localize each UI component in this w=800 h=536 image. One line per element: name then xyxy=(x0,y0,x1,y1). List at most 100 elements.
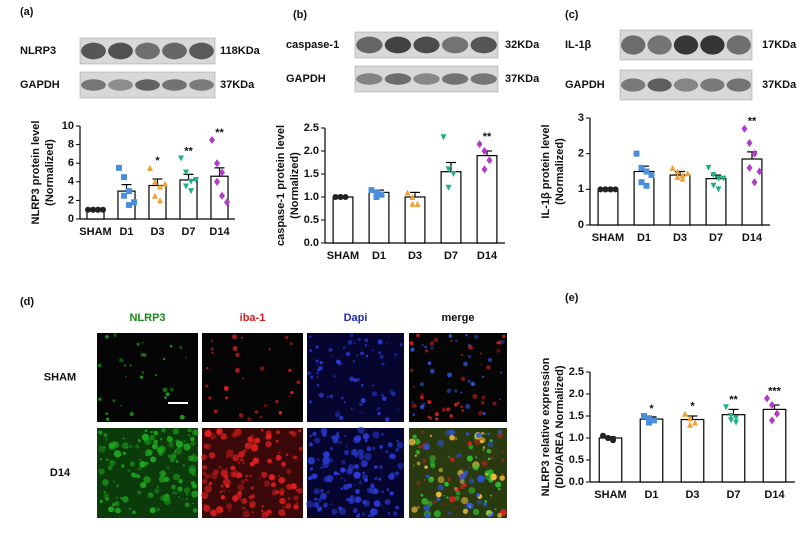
cell xyxy=(290,483,297,490)
y-tick-label: 1.5 xyxy=(304,168,319,180)
data-point xyxy=(178,155,184,162)
cell xyxy=(429,341,435,346)
significance: ** xyxy=(748,116,757,128)
cell xyxy=(275,439,279,443)
cell xyxy=(272,488,278,495)
data-point xyxy=(481,165,488,174)
cell xyxy=(293,504,299,510)
cell xyxy=(139,375,144,379)
cell xyxy=(429,434,432,437)
cell xyxy=(487,441,494,448)
bar xyxy=(210,175,229,220)
cell xyxy=(162,387,168,393)
cell xyxy=(234,368,240,373)
cell xyxy=(259,415,263,419)
blot-band xyxy=(108,79,133,91)
cell xyxy=(222,478,231,487)
cell xyxy=(480,363,483,366)
cell xyxy=(390,391,396,397)
cell xyxy=(486,448,492,454)
data-point xyxy=(728,417,734,424)
cell xyxy=(278,509,286,516)
cell xyxy=(293,495,299,501)
cell xyxy=(497,512,503,518)
cell xyxy=(120,496,123,500)
cell xyxy=(479,439,484,444)
cell xyxy=(409,341,414,346)
cell xyxy=(351,449,358,456)
cell xyxy=(343,483,350,491)
cell xyxy=(426,441,429,444)
data-point xyxy=(679,172,686,179)
cell xyxy=(412,413,416,416)
cell xyxy=(98,397,102,401)
blot-name: caspase-1 xyxy=(286,39,339,51)
cell xyxy=(455,339,458,342)
cell xyxy=(470,381,476,387)
cell xyxy=(362,512,365,516)
data-point xyxy=(764,394,770,403)
cell xyxy=(211,510,218,517)
cell xyxy=(247,436,254,443)
x-tick-label: D14 xyxy=(477,250,498,262)
cell xyxy=(360,459,368,467)
blot-band xyxy=(162,42,187,60)
cell xyxy=(437,439,444,447)
cell xyxy=(204,430,212,438)
data-point xyxy=(209,135,215,144)
cell xyxy=(477,475,485,483)
cell xyxy=(160,438,163,441)
x-tick-label: D7 xyxy=(181,226,195,238)
blot-band xyxy=(413,73,440,85)
data-point xyxy=(769,416,775,425)
cell xyxy=(355,513,361,519)
cell xyxy=(251,434,254,437)
cell xyxy=(237,484,245,491)
data-point xyxy=(674,173,681,180)
micrograph-bg xyxy=(97,333,198,422)
cell xyxy=(309,335,312,339)
cell xyxy=(449,434,455,441)
cell xyxy=(173,473,181,481)
cell xyxy=(327,457,333,464)
cell xyxy=(161,428,166,433)
data-point xyxy=(643,168,650,175)
cell xyxy=(139,461,146,468)
cell xyxy=(175,492,178,495)
cell xyxy=(103,433,108,437)
cell xyxy=(483,432,486,435)
cell xyxy=(276,430,281,435)
cell xyxy=(340,487,343,490)
data-point xyxy=(183,169,189,176)
cell xyxy=(372,488,379,495)
bar xyxy=(440,171,462,244)
x-tick-label: D1 xyxy=(637,232,651,244)
cell xyxy=(103,493,109,499)
data-point xyxy=(638,164,645,171)
cell xyxy=(263,480,271,488)
cell xyxy=(156,508,160,511)
cell xyxy=(137,466,142,471)
panel-label: (b) xyxy=(293,9,307,21)
cell xyxy=(105,438,108,441)
cell xyxy=(389,453,396,460)
y-tick-label: 1.5 xyxy=(569,410,584,422)
cell xyxy=(453,486,458,491)
bar xyxy=(680,418,705,483)
cell xyxy=(360,351,364,356)
data-point xyxy=(100,206,106,213)
data-point xyxy=(710,172,717,179)
y-tick-label: 0.0 xyxy=(569,476,584,488)
blot-band xyxy=(413,36,440,54)
cell xyxy=(147,492,154,498)
cell xyxy=(487,457,491,461)
bar xyxy=(404,196,426,244)
cell xyxy=(148,450,153,456)
cell xyxy=(242,461,246,465)
cell xyxy=(448,334,453,338)
cell xyxy=(326,395,329,398)
significance: * xyxy=(155,155,160,167)
cell xyxy=(476,493,480,497)
cell xyxy=(329,446,334,451)
cell xyxy=(425,349,429,353)
